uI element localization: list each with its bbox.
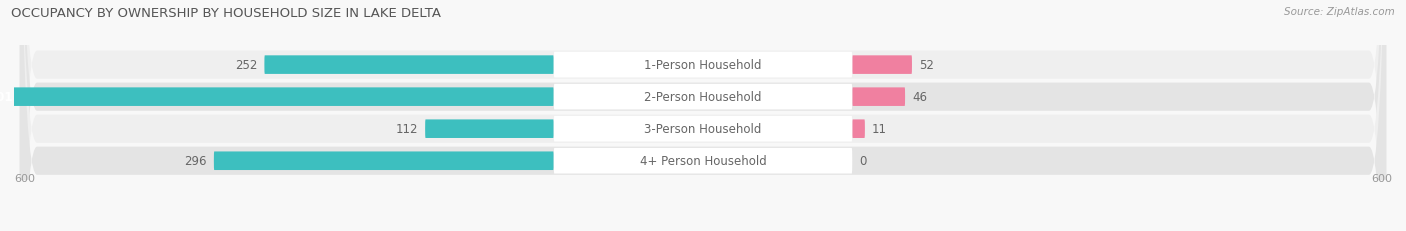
Text: 112: 112 (395, 123, 418, 136)
Text: 600: 600 (1371, 174, 1392, 184)
FancyBboxPatch shape (554, 148, 852, 174)
FancyBboxPatch shape (425, 120, 554, 138)
Text: 2-Person Household: 2-Person Household (644, 91, 762, 104)
Text: 252: 252 (235, 59, 257, 72)
FancyBboxPatch shape (20, 0, 1386, 231)
Text: 501: 501 (0, 91, 13, 104)
Text: 4+ Person Household: 4+ Person Household (640, 155, 766, 167)
FancyBboxPatch shape (852, 120, 865, 138)
Text: 3-Person Household: 3-Person Household (644, 123, 762, 136)
FancyBboxPatch shape (20, 0, 1386, 231)
Text: 11: 11 (872, 123, 887, 136)
Text: OCCUPANCY BY OWNERSHIP BY HOUSEHOLD SIZE IN LAKE DELTA: OCCUPANCY BY OWNERSHIP BY HOUSEHOLD SIZE… (11, 7, 441, 20)
FancyBboxPatch shape (554, 116, 852, 142)
Text: 296: 296 (184, 155, 207, 167)
FancyBboxPatch shape (20, 0, 1386, 231)
FancyBboxPatch shape (554, 53, 852, 78)
FancyBboxPatch shape (852, 88, 905, 106)
FancyBboxPatch shape (0, 88, 554, 106)
FancyBboxPatch shape (214, 152, 554, 170)
Text: 600: 600 (14, 174, 35, 184)
FancyBboxPatch shape (852, 56, 912, 75)
FancyBboxPatch shape (554, 85, 852, 110)
Text: Source: ZipAtlas.com: Source: ZipAtlas.com (1284, 7, 1395, 17)
Text: 52: 52 (920, 59, 934, 72)
Text: 46: 46 (912, 91, 927, 104)
Text: 0: 0 (859, 155, 866, 167)
FancyBboxPatch shape (264, 56, 554, 75)
FancyBboxPatch shape (20, 0, 1386, 231)
Text: 1-Person Household: 1-Person Household (644, 59, 762, 72)
